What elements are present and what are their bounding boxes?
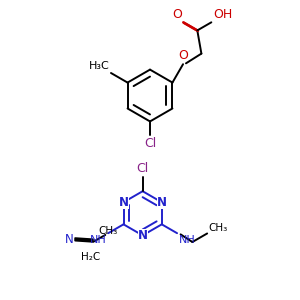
Text: N: N	[118, 196, 128, 209]
Text: N: N	[138, 229, 148, 242]
Text: OH: OH	[213, 8, 232, 21]
Text: NH: NH	[178, 235, 195, 245]
Text: H₃C: H₃C	[89, 61, 110, 70]
Text: Cl: Cl	[144, 137, 156, 150]
Text: H₂C: H₂C	[81, 252, 101, 262]
Text: O: O	[172, 8, 182, 21]
Text: N: N	[65, 233, 74, 246]
Text: Cl: Cl	[136, 162, 149, 175]
Text: N: N	[157, 196, 167, 209]
Text: CH₃: CH₃	[208, 223, 228, 232]
Text: CH₃: CH₃	[99, 226, 118, 236]
Text: NH: NH	[90, 235, 107, 245]
Text: O: O	[178, 49, 188, 62]
